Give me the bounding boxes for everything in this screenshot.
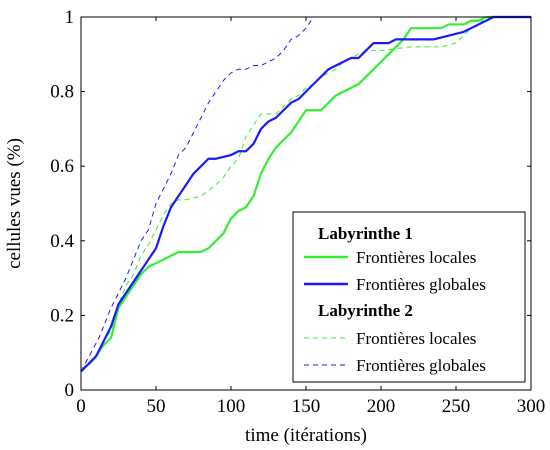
series-line-3 [80, 16, 531, 372]
x-axis-label: time (itérations) [245, 425, 367, 446]
legend-box [292, 211, 526, 383]
legend-label-local-1: Frontières locales [356, 248, 476, 267]
x-tick-label: 100 [217, 396, 246, 417]
ticks-layer: 0 50 100 150 200 250 300 0 0.2 0.4 0.6 0.8 1 [50, 7, 545, 417]
y-tick-label: 1 [65, 7, 75, 28]
x-tick-label: 50 [147, 396, 166, 417]
x-tick-label: 200 [367, 396, 396, 417]
series-line-2 [80, 15, 531, 373]
y-tick-label: 0.6 [50, 156, 74, 177]
legend-label-global-1: Frontières globales [356, 275, 486, 294]
x-tick-label: 250 [442, 396, 471, 417]
x-tick-label: 150 [292, 396, 321, 417]
series-layer [80, 15, 531, 373]
x-tick-label: 0 [76, 396, 86, 417]
legend-label-global-2: Frontières globales [356, 356, 486, 375]
y-tick-label: 0.8 [50, 82, 74, 103]
series-line-4 [80, 16, 531, 372]
legend-label-local-2: Frontières locales [356, 329, 476, 348]
x-tick-label: 300 [517, 396, 546, 417]
y-tick-label: 0.2 [50, 305, 74, 326]
legend-group-title-1: Labyrinthe 1 [318, 224, 413, 243]
legend: Labyrinthe 1 Frontières locales Frontièr… [292, 211, 526, 383]
y-axis-label: cellules vues (%) [4, 138, 25, 269]
legend-group-title-2: Labyrinthe 2 [318, 301, 413, 320]
y-tick-label: 0.4 [50, 231, 74, 252]
y-tick-label: 0 [65, 380, 75, 401]
